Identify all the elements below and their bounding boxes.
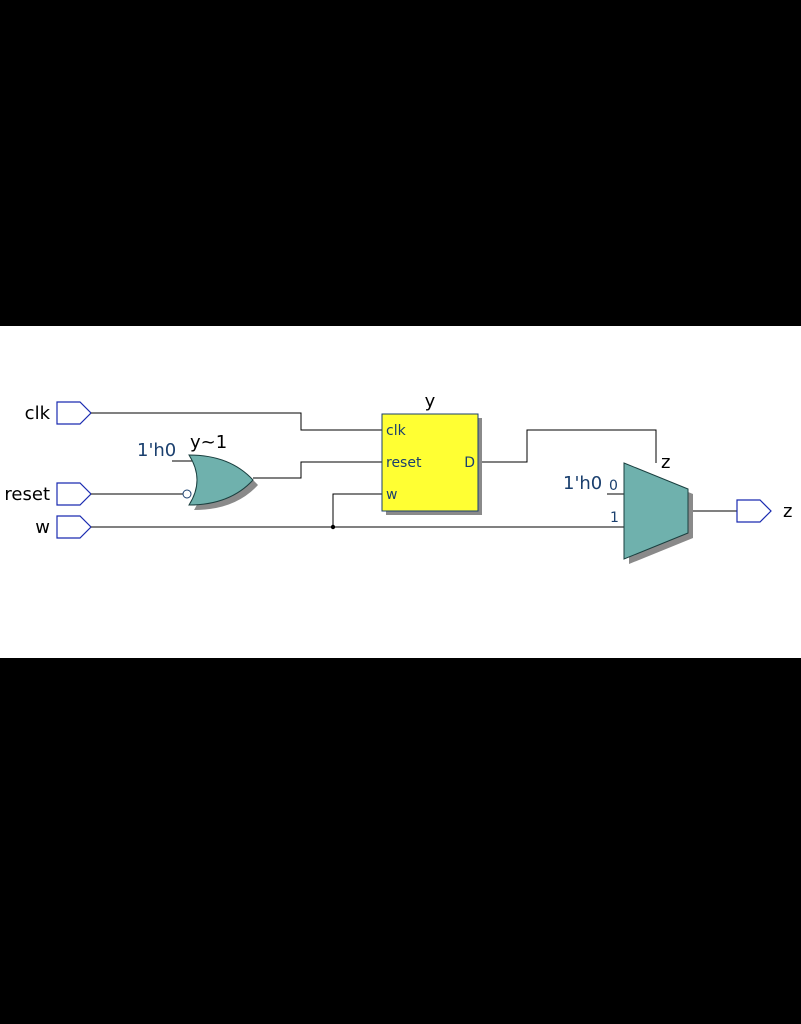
clk-wire <box>91 412 382 431</box>
w-port-label: w <box>35 517 50 538</box>
register-q-wire <box>478 429 657 463</box>
reset-port-label: reset <box>4 484 50 505</box>
inverter-bubble <box>182 489 192 499</box>
register-y[interactable] <box>381 413 479 512</box>
clk-port-label: clk <box>25 403 51 424</box>
or-output-wire <box>253 461 382 479</box>
rtl-schematic: clk reset w y~1 1'h0 y clk reset w D z <box>4 391 792 564</box>
register-pin-d: D <box>464 455 475 471</box>
or-gate[interactable] <box>188 454 254 506</box>
w-junction-dot <box>330 524 336 530</box>
z-port-label: z <box>783 501 792 522</box>
w-branch-wire <box>332 493 382 527</box>
clk-input-port[interactable] <box>56 401 92 425</box>
register-pin-w: w <box>386 487 397 503</box>
mux-const: 1'h0 <box>563 473 602 494</box>
mux-pin-1: 1 <box>610 510 619 526</box>
z-output-port[interactable] <box>736 499 772 523</box>
or-gate-name: y~1 <box>190 432 227 453</box>
w-input-port[interactable] <box>56 515 92 539</box>
schematic-canvas: clk reset w y~1 1'h0 y clk reset w D z <box>0 326 801 658</box>
register-name: y <box>425 391 436 412</box>
reset-input-port[interactable] <box>56 482 92 506</box>
mux-name: z <box>661 452 670 473</box>
or-gate-const: 1'h0 <box>137 440 176 461</box>
register-pin-clk: clk <box>386 423 407 439</box>
mux-z[interactable] <box>623 462 689 560</box>
register-pin-reset: reset <box>386 455 422 471</box>
mux-pin-0: 0 <box>609 478 618 494</box>
